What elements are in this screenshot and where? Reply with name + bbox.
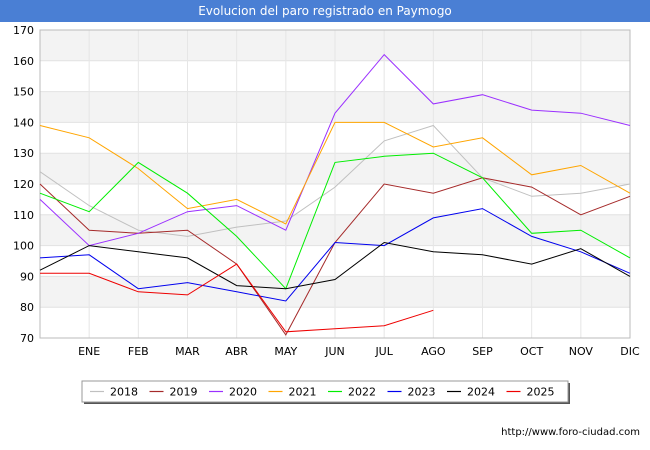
x-tick-label: AGO bbox=[421, 345, 446, 358]
source-credit: http://www.foro-ciudad.com bbox=[501, 427, 640, 438]
legend-label-2025: 2025 bbox=[527, 386, 555, 399]
legend-label-2019: 2019 bbox=[170, 386, 198, 399]
y-tick-label: 170 bbox=[13, 24, 34, 37]
y-tick-label: 100 bbox=[13, 240, 34, 253]
x-tick-label: NOV bbox=[569, 345, 594, 358]
legend-label-2024: 2024 bbox=[467, 386, 495, 399]
legend-label-2018: 2018 bbox=[110, 386, 138, 399]
x-tick-label: ENE bbox=[78, 345, 100, 358]
y-tick-label: 150 bbox=[13, 86, 34, 99]
y-tick-label: 130 bbox=[13, 147, 34, 160]
y-tick-label: 120 bbox=[13, 178, 34, 191]
legend: 2018 2019 2020 2021 2022 2023 2024 2025 bbox=[81, 380, 570, 404]
y-tick-label: 160 bbox=[13, 55, 34, 68]
legend-label-2020: 2020 bbox=[229, 386, 257, 399]
series-lines bbox=[39, 53, 631, 336]
x-tick-label: JUL bbox=[374, 345, 393, 358]
series-line-2021 bbox=[39, 121, 631, 225]
x-tick-label: MAY bbox=[274, 345, 297, 358]
legend-box bbox=[81, 380, 569, 403]
legend-label-2021: 2021 bbox=[289, 386, 317, 399]
x-tick-label: SEP bbox=[472, 345, 493, 358]
y-tick-label: 90 bbox=[20, 270, 34, 283]
series-line-2022 bbox=[39, 152, 631, 290]
x-tick-label: FEB bbox=[128, 345, 149, 358]
series-line-2024 bbox=[39, 241, 631, 290]
series-line-2018 bbox=[39, 124, 631, 237]
series-line-2025 bbox=[40, 263, 434, 333]
legend-label-2022: 2022 bbox=[348, 386, 376, 399]
x-tick-label: JUN bbox=[324, 345, 345, 358]
x-tick-label: OCT bbox=[520, 345, 543, 358]
series-line-2020 bbox=[39, 53, 631, 247]
y-axis-ticks: 70 80 90 100 110 120 130 140 150 160 170 bbox=[13, 24, 34, 345]
chart-title: Evolucion del paro registrado en Paymogo bbox=[0, 0, 650, 22]
legend-label-2023: 2023 bbox=[408, 386, 436, 399]
y-tick-label: 80 bbox=[20, 301, 34, 314]
series-line-2023 bbox=[39, 208, 631, 302]
y-tick-label: 70 bbox=[20, 332, 34, 345]
y-tick-label: 140 bbox=[13, 116, 34, 129]
x-axis-ticks: ENE FEB MAR ABR MAY JUN JUL AGO SEP OCT NOV DIC bbox=[78, 345, 640, 358]
x-tick-label: DIC bbox=[620, 345, 640, 358]
x-tick-label: ABR bbox=[225, 345, 248, 358]
x-tick-label: MAR bbox=[175, 345, 200, 358]
y-tick-label: 110 bbox=[13, 209, 34, 222]
